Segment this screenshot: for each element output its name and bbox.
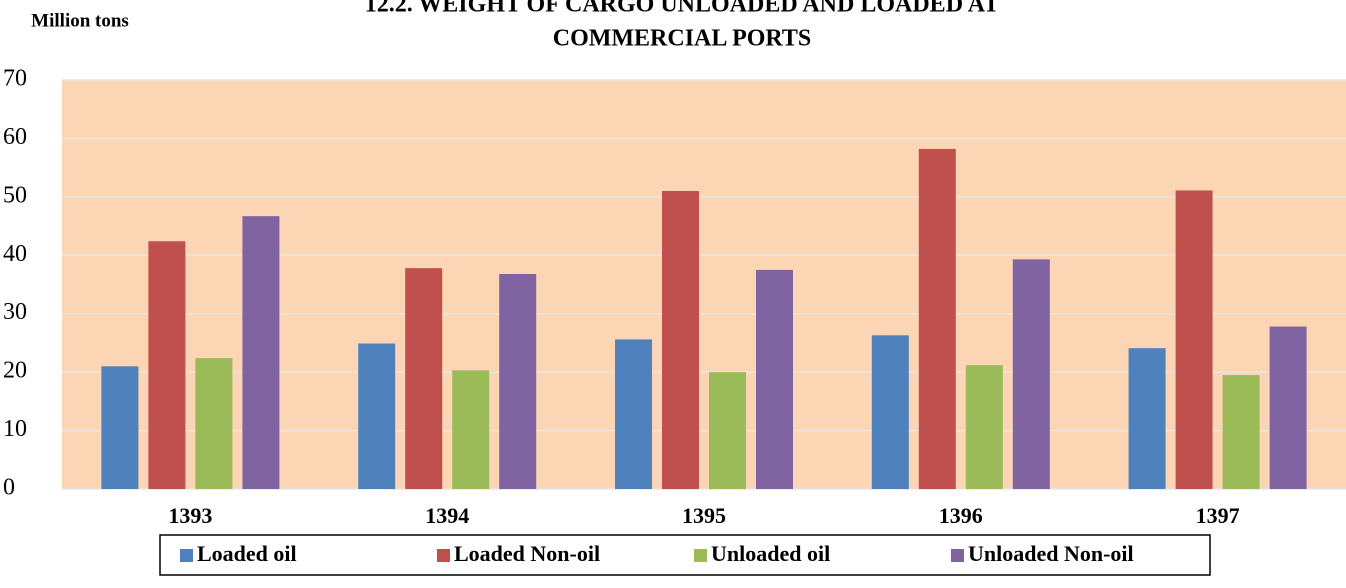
y-tick-label: 0 [3,475,15,501]
bar [1128,348,1166,489]
bar [242,216,280,490]
y-tick-label: 10 [3,416,27,442]
legend-swatch [437,549,450,562]
bar [662,191,699,489]
bar [195,358,233,489]
chart-title: 12.2. WEIGHT OF CARGO UNLOADED AND LOADE… [365,0,1000,18]
bar [965,365,1003,489]
bar [709,372,746,489]
chart-title: COMMERCIAL PORTS [553,26,812,52]
y-tick-label: 30 [3,299,27,325]
legend-label: Unloaded Non-oil [968,541,1134,566]
bar [1269,326,1307,489]
bar [452,370,490,489]
bar [918,148,956,489]
legend-label: Loaded Non-oil [454,541,600,566]
bar [499,273,537,489]
y-tick-label: 20 [3,358,27,384]
x-tick-label: 1397 [1196,503,1240,528]
x-tick-label: 1393 [168,503,212,528]
legend-swatch [951,549,964,562]
bar [871,335,909,489]
y-tick-label: 40 [3,241,27,267]
x-tick-label: 1395 [682,503,726,528]
y-tick-label: 50 [3,182,27,208]
bar [756,269,793,489]
y-tick-label: 70 [3,66,27,92]
legend-swatch [694,549,707,562]
bar [101,366,139,489]
bar [1012,259,1050,489]
y-axis-label: Million tons [31,10,129,31]
bar [1175,190,1213,489]
legend-label: Loaded oil [197,541,297,566]
legend-box [159,534,1211,576]
bar [148,241,186,489]
y-tick-label: 60 [3,124,27,150]
legend-swatch [180,549,193,562]
bar [358,343,396,489]
x-tick-label: 1396 [939,503,983,528]
bar [1222,375,1260,489]
x-tick-label: 1394 [425,503,469,528]
bar [615,339,652,489]
legend-label: Unloaded oil [711,541,830,566]
bar [405,268,443,489]
